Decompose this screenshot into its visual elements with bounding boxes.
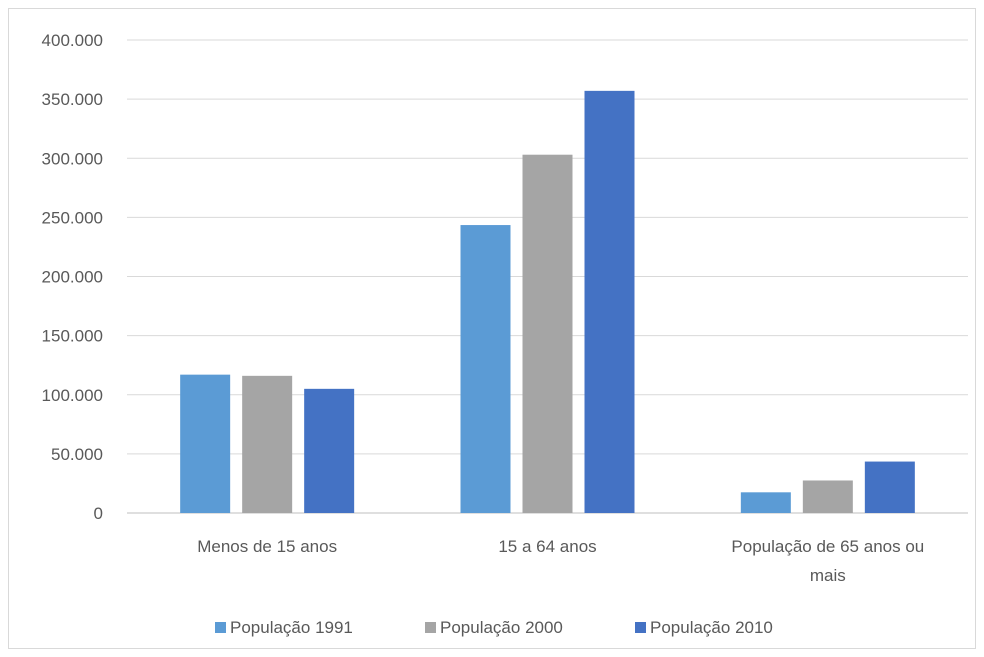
x-tick-label: População de 65 anos ou xyxy=(731,537,924,556)
bar xyxy=(864,461,915,513)
y-tick-label: 150.000 xyxy=(42,327,103,346)
y-tick-label: 250.000 xyxy=(42,208,103,227)
bar xyxy=(802,480,853,513)
bar xyxy=(740,492,791,513)
legend-swatch xyxy=(635,622,646,633)
legend-swatch xyxy=(215,622,226,633)
bar xyxy=(180,374,231,513)
y-tick-label: 400.000 xyxy=(42,31,103,50)
x-tick-label: 15 a 64 anos xyxy=(498,537,596,556)
legend-label: População 2010 xyxy=(650,618,773,637)
legend-label: População 2000 xyxy=(440,618,563,637)
legend-label: População 1991 xyxy=(230,618,353,637)
bar xyxy=(584,90,635,513)
y-tick-label: 0 xyxy=(94,504,103,523)
y-tick-label: 350.000 xyxy=(42,90,103,109)
y-tick-label: 200.000 xyxy=(42,268,103,287)
x-tick-label: Menos de 15 anos xyxy=(197,537,337,556)
bar xyxy=(522,154,573,513)
y-tick-label: 300.000 xyxy=(42,149,103,168)
x-tick-label: mais xyxy=(810,566,846,585)
bar xyxy=(242,375,293,513)
bar xyxy=(304,388,355,513)
legend-swatch xyxy=(425,622,436,633)
bar xyxy=(460,225,511,513)
y-tick-label: 50.000 xyxy=(51,445,103,464)
y-tick-label: 100.000 xyxy=(42,386,103,405)
